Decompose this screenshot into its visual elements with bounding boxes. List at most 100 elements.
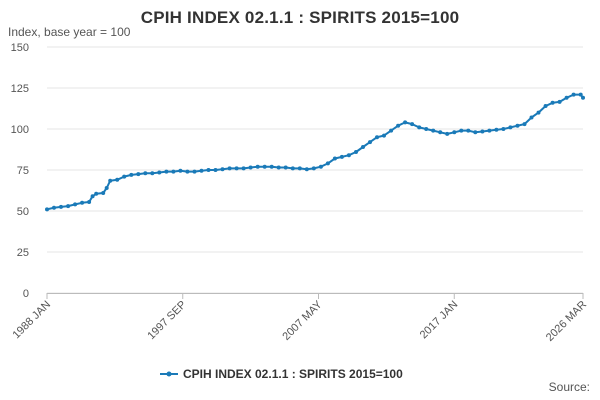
data-point: [73, 202, 78, 207]
data-point: [487, 128, 492, 133]
data-point: [122, 174, 127, 179]
source-label: Source:: [548, 380, 590, 394]
y-tick-label: 0: [23, 288, 29, 300]
chart-title: CPIH INDEX 02.1.1 : SPIRITS 2015=100: [140, 8, 460, 27]
data-point: [269, 164, 274, 169]
data-point: [571, 92, 576, 97]
data-point: [199, 168, 204, 173]
data-point: [136, 172, 141, 177]
data-point: [480, 129, 485, 134]
x-tick-label: 2026 MAR: [544, 299, 589, 344]
data-point: [508, 125, 513, 130]
data-point: [536, 110, 541, 115]
legend[interactable]: CPIH INDEX 02.1.1 : SPIRITS 2015=100: [160, 367, 403, 381]
legend-label[interactable]: CPIH INDEX 02.1.1 : SPIRITS 2015=100: [183, 367, 403, 381]
data-point: [325, 161, 330, 166]
data-point: [45, 207, 49, 212]
data-point: [241, 166, 246, 171]
data-point: [178, 168, 183, 173]
data-point: [318, 164, 323, 169]
data-point: [129, 172, 134, 177]
data-point: [396, 123, 401, 128]
data-point: [108, 178, 113, 183]
data-point: [94, 191, 99, 196]
data-point: [87, 200, 92, 204]
data-point: [459, 128, 464, 133]
data-point: [150, 171, 155, 176]
data-point: [410, 122, 415, 127]
data-point: [59, 204, 63, 209]
data-point: [375, 135, 379, 140]
data-point: [157, 170, 162, 175]
data-point: [438, 130, 443, 135]
data-point: [80, 200, 85, 205]
data-point: [494, 127, 499, 132]
data-point: [206, 168, 211, 172]
data-point: [452, 130, 457, 135]
data-point: [339, 154, 344, 159]
data-point: [466, 128, 471, 133]
data-point: [581, 95, 585, 100]
data-point: [431, 128, 436, 133]
data-point: [403, 120, 408, 125]
data-point: [332, 156, 337, 161]
data-point: [354, 150, 358, 154]
data-point: [424, 127, 429, 131]
data-point: [304, 167, 309, 172]
legend-marker: [166, 371, 172, 377]
data-point: [346, 153, 351, 158]
data-point: [90, 194, 95, 199]
y-axis-ticks: 0 25 50 75 100 125 150: [11, 42, 29, 300]
data-point: [143, 171, 148, 176]
gridlines: [47, 46, 583, 294]
data-point: [297, 166, 302, 171]
data-point: [311, 166, 316, 171]
x-axis-ticks: 1988 JAN 1997 SEP 2007 MAY 2017 JAN 2026 MAR: [10, 293, 589, 344]
data-point: [368, 140, 372, 145]
data-point: [185, 169, 190, 174]
data-point: [445, 131, 450, 136]
x-tick-label: 2017 JAN: [418, 299, 461, 342]
data-point: [382, 133, 386, 138]
data-point: [276, 165, 281, 170]
data-point: [52, 205, 56, 210]
data-point: [361, 145, 365, 149]
y-tick-label: 125: [11, 83, 29, 95]
data-point: [564, 95, 569, 100]
data-point: [283, 165, 288, 170]
data-point: [515, 123, 520, 128]
x-tick-label: 1988 JAN: [10, 299, 53, 342]
data-point: [522, 122, 527, 127]
data-point: [473, 130, 478, 135]
data-point: [389, 128, 394, 133]
data-point: [192, 169, 197, 174]
data-point: [220, 167, 225, 172]
data-point: [213, 168, 218, 172]
series-layer: [45, 92, 585, 212]
data-point: [171, 169, 176, 174]
x-tick-label: 2007 MAY: [280, 298, 325, 343]
y-axis-label: Index, base year = 100: [8, 25, 131, 39]
data-point: [529, 115, 534, 120]
data-point: [578, 92, 583, 97]
data-point: [66, 204, 71, 209]
data-point: [262, 164, 267, 169]
y-tick-label: 150: [11, 42, 29, 54]
y-tick-label: 100: [11, 124, 29, 136]
data-point: [550, 100, 555, 105]
data-point: [290, 166, 295, 171]
data-point: [255, 164, 260, 169]
data-point: [115, 177, 120, 182]
y-tick-label: 75: [17, 165, 29, 177]
data-point: [248, 165, 253, 170]
y-tick-label: 50: [17, 206, 29, 218]
data-point: [104, 186, 109, 190]
x-tick-label: 1997 SEP: [145, 299, 189, 343]
y-tick-label: 25: [17, 247, 29, 259]
series-line: [46, 93, 584, 211]
data-point: [164, 169, 169, 174]
data-point: [501, 127, 506, 131]
data-point: [227, 166, 232, 171]
data-point: [101, 191, 106, 195]
